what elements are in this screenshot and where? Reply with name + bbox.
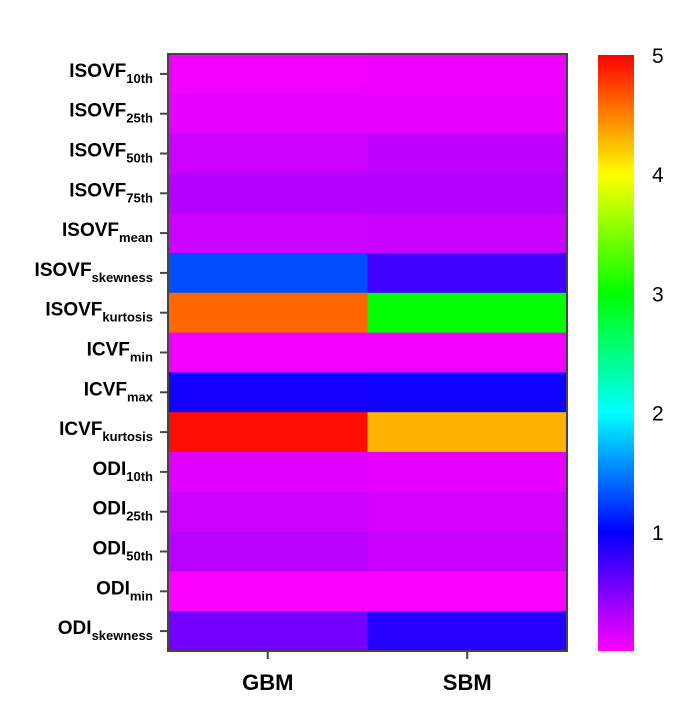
- row-label-subscript: min: [130, 588, 153, 603]
- row-label-subscript: kurtosis: [102, 310, 153, 325]
- column-labels: GBM SBM: [242, 651, 492, 695]
- heatmap-cells: [168, 54, 568, 652]
- heatmap-cell: [168, 452, 369, 493]
- heatmap-cell: [168, 412, 369, 453]
- row-label-subscript: 75th: [126, 190, 153, 205]
- heatmap-cell: [367, 452, 568, 493]
- colorbar-tick-label: 1: [652, 522, 664, 545]
- heatmap-cell: [367, 133, 568, 174]
- colorbar-tick-label: 3: [652, 283, 664, 306]
- row-label-base: ODI: [92, 499, 126, 520]
- row-label-subscript: 50th: [126, 549, 153, 564]
- heatmap-cell: [168, 173, 369, 214]
- colorbar-gradient: [598, 55, 634, 651]
- heatmap-cell: [168, 133, 369, 174]
- row-ticks: [160, 72, 168, 633]
- heatmap-cell: [367, 531, 568, 572]
- colorbar-ticks: 1 2 3 4 5: [652, 45, 664, 545]
- row-label-base: ICVF: [87, 340, 130, 361]
- heatmap-cell: [168, 332, 369, 373]
- row-label-subscript: 10th: [126, 469, 153, 484]
- row-label-subscript: kurtosis: [102, 429, 153, 444]
- heatmap-cell: [168, 213, 369, 254]
- row-label: ODI50th: [92, 539, 153, 564]
- heatmap-cell: [367, 93, 568, 135]
- row-label-base: ISOVF: [62, 220, 119, 241]
- heatmap-cell: [168, 292, 369, 334]
- row-label: ODI25th: [92, 499, 153, 524]
- colorbar: [598, 55, 634, 651]
- heatmap-cell: [168, 571, 369, 612]
- heatmap-cell: [367, 253, 568, 294]
- row-label-base: ISOVF: [69, 101, 126, 122]
- heatmap-cell: [367, 332, 568, 373]
- row-label: ISOVFskewness: [35, 260, 153, 285]
- row-label-base: ICVF: [84, 379, 127, 400]
- row-label: ISOVF10th: [69, 61, 153, 86]
- colorbar-tick-label: 5: [652, 45, 664, 68]
- heatmap-cell: [168, 54, 369, 95]
- heatmap-cell: [367, 213, 568, 254]
- row-label-base: ISOVF: [35, 260, 92, 281]
- row-label: ODImin: [96, 578, 153, 603]
- heatmap-cell: [367, 412, 568, 453]
- row-label-base: ODI: [92, 459, 126, 480]
- row-labels: ISOVF10thISOVF25thISOVF50thISOVF75thISOV…: [35, 61, 154, 643]
- row-label: ODIskewness: [58, 618, 153, 643]
- row-label-base: ISOVF: [69, 141, 126, 162]
- row-label-subscript: mean: [119, 230, 153, 245]
- row-label: ISOVF75th: [69, 180, 153, 205]
- heatmap-cell: [367, 292, 568, 334]
- column-label: GBM: [242, 670, 293, 695]
- heatmap-cell: [168, 372, 369, 413]
- heatmap-cell: [367, 173, 568, 214]
- heatmap-cell: [367, 611, 568, 652]
- heatmap-cell: [367, 54, 568, 95]
- heatmap-cell: [168, 491, 369, 533]
- column-label: SBM: [443, 670, 492, 695]
- row-label-subscript: 25th: [126, 111, 153, 126]
- heatmap-cell: [367, 372, 568, 413]
- colorbar-tick-label: 4: [652, 164, 664, 187]
- row-label-subscript: max: [127, 389, 154, 404]
- row-label: ICVFmin: [87, 340, 153, 365]
- heatmap-cell: [168, 253, 369, 294]
- row-label-subscript: 10th: [126, 71, 153, 86]
- row-label: ICVFmax: [84, 379, 154, 404]
- row-label-subscript: 50th: [126, 151, 153, 166]
- row-label: ISOVF50th: [69, 141, 153, 166]
- row-label-subscript: 25th: [126, 509, 153, 524]
- row-label-subscript: min: [130, 350, 153, 365]
- row-label-base: ODI: [58, 618, 92, 639]
- row-label: ICVFkurtosis: [59, 419, 153, 444]
- heatmap-cell: [168, 93, 369, 135]
- heatmap-cell: [367, 571, 568, 612]
- heatmap-cell: [168, 531, 369, 572]
- row-label-subscript: skewness: [92, 628, 153, 643]
- row-label-base: ODI: [96, 578, 130, 599]
- row-label: ODI10th: [92, 459, 153, 484]
- row-label-base: ISOVF: [45, 300, 102, 321]
- row-label: ISOVFmean: [62, 220, 153, 245]
- colorbar-tick-label: 2: [652, 403, 664, 426]
- row-label-base: ODI: [92, 539, 126, 560]
- row-label: ISOVFkurtosis: [45, 300, 153, 325]
- heatmap-cell: [168, 611, 369, 652]
- row-label-subscript: skewness: [92, 270, 153, 285]
- row-label-base: ICVF: [59, 419, 102, 440]
- row-label-base: ISOVF: [69, 61, 126, 82]
- row-label: ISOVF25th: [69, 101, 153, 126]
- heatmap-cell: [367, 491, 568, 533]
- row-label-base: ISOVF: [69, 180, 126, 201]
